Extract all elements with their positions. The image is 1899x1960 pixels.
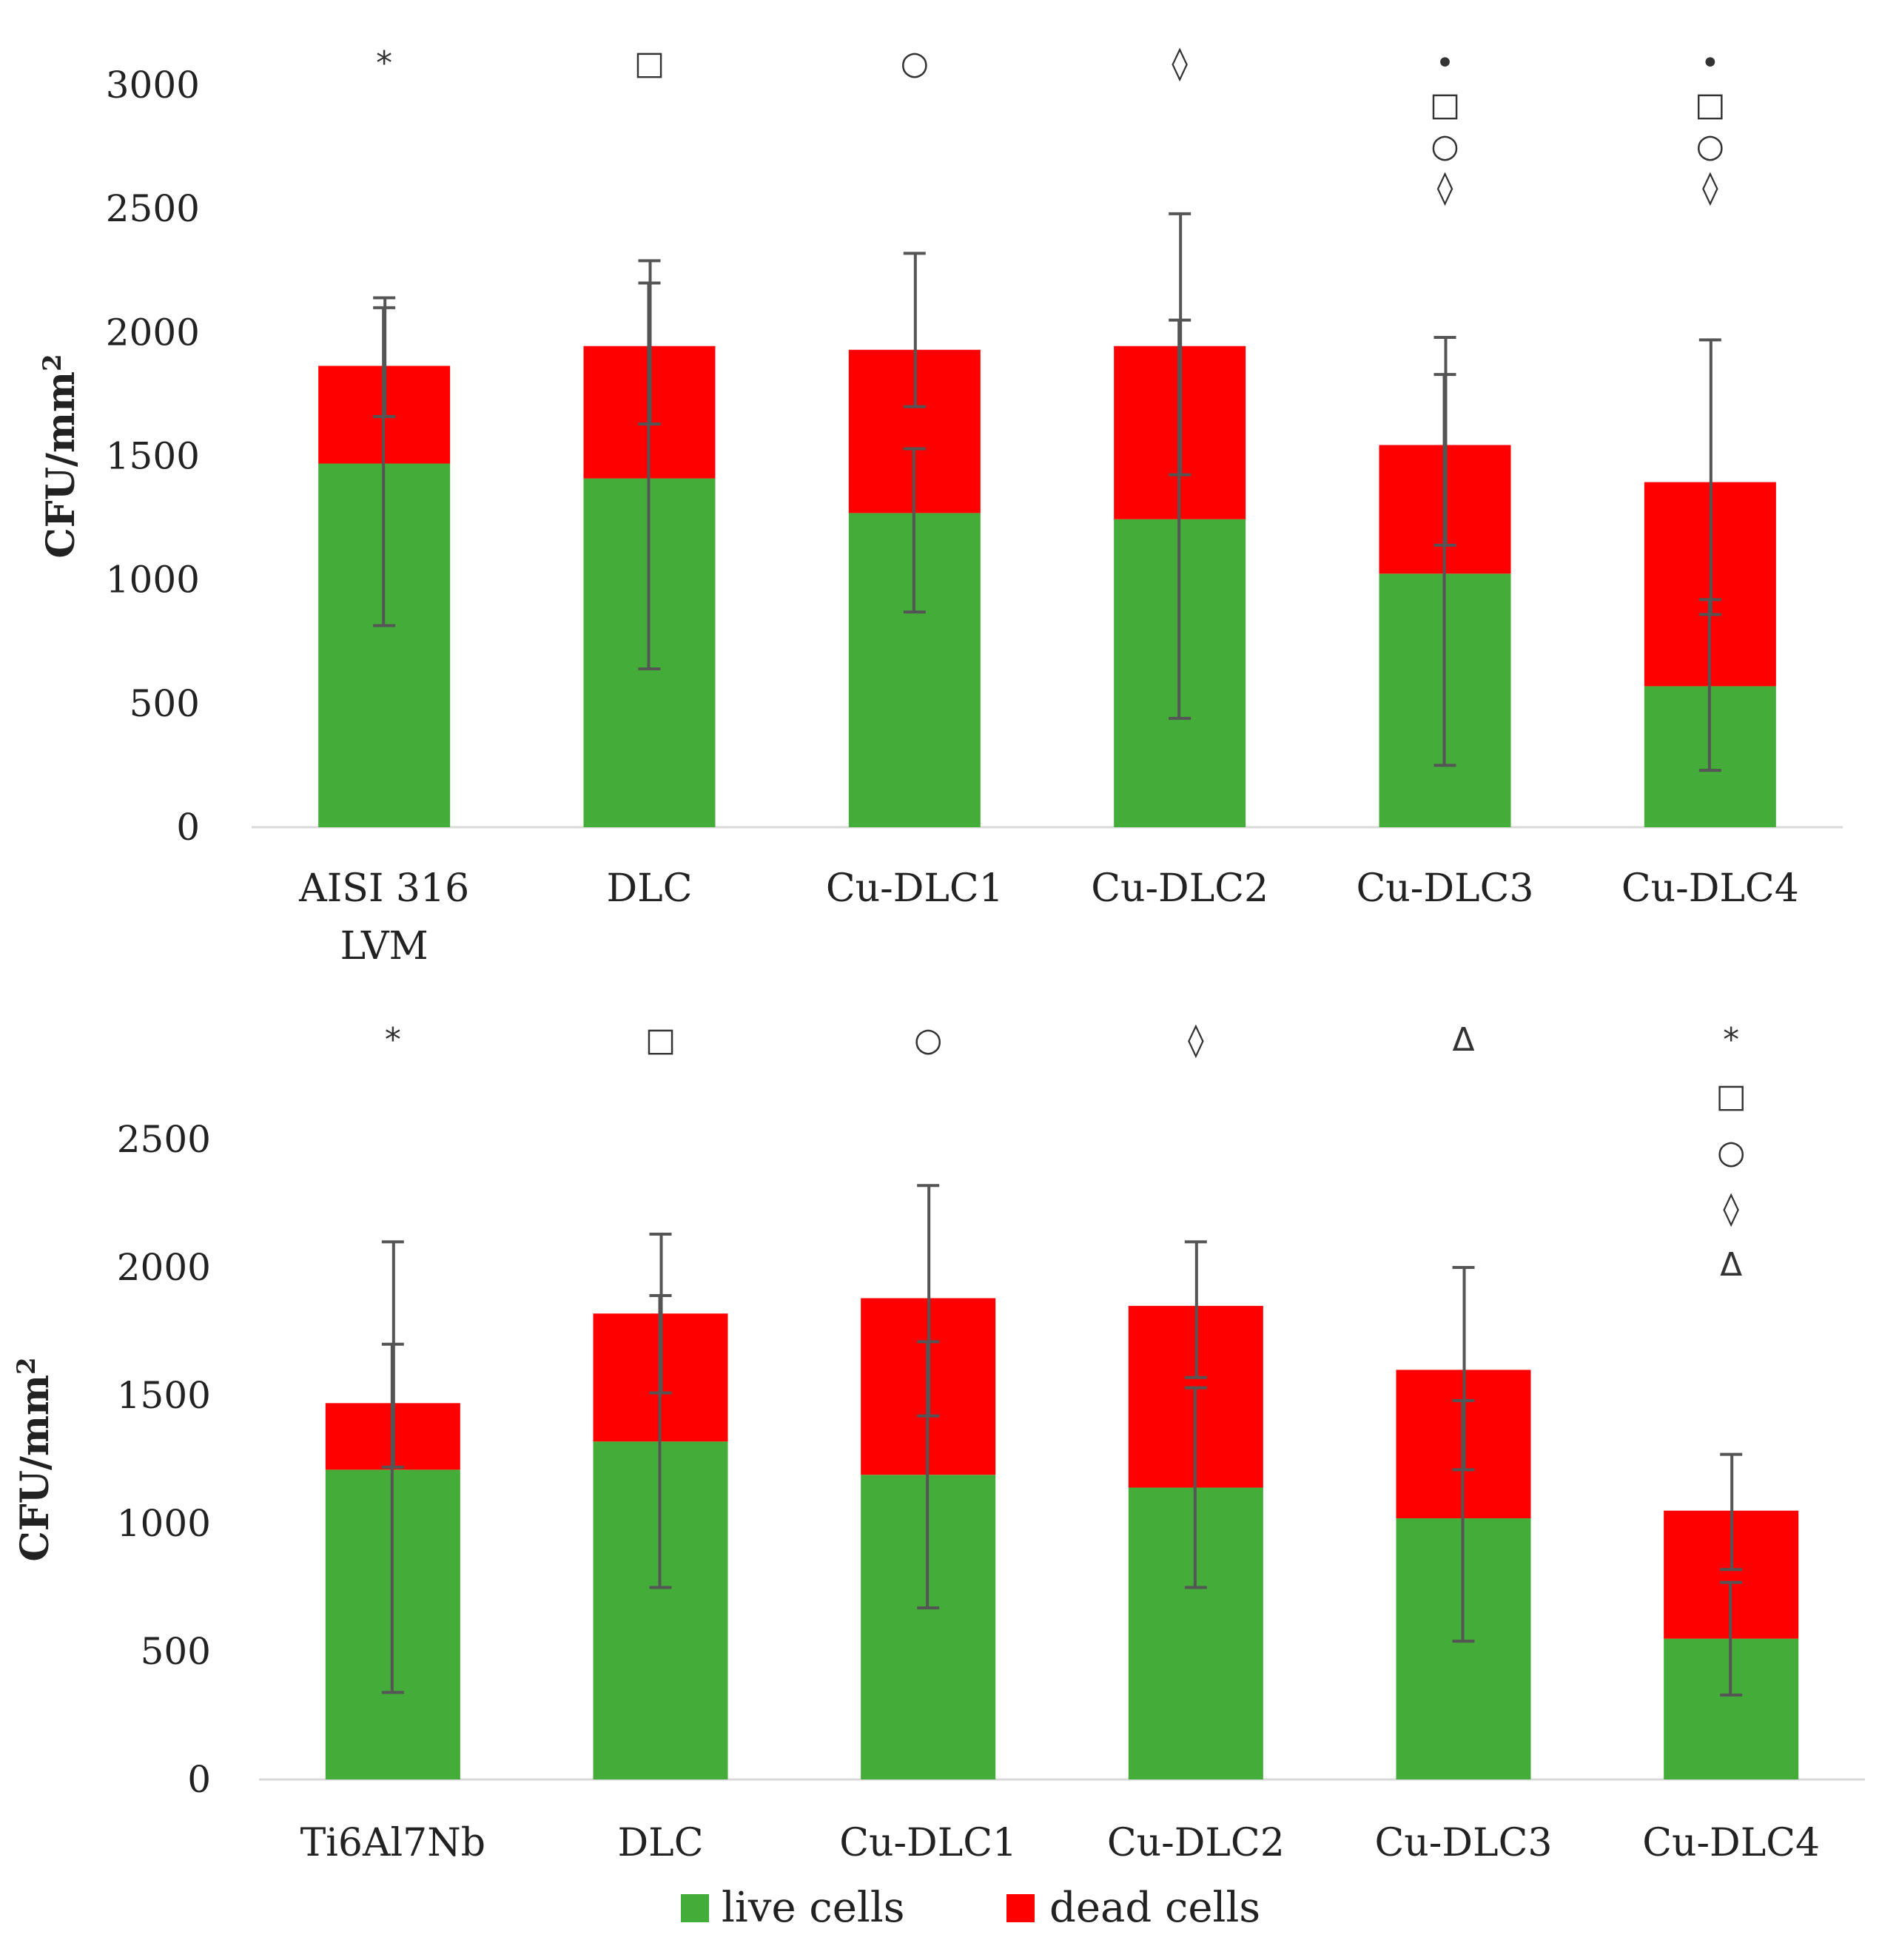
significance-marker: ○ [1696,127,1724,165]
category-label: Cu-DLC2 [1107,1821,1285,1865]
chart-aisi-316: 0 500 1000 1500 2000 2500 3000 CFU/mm2 AISI 316 L… [38,44,1843,969]
y-tick-label: 1000 [106,559,200,602]
y-axis-label: CFU/mm2 [12,1357,58,1561]
category-label: Ti6Al7Nb [300,1821,485,1865]
category-label: Cu-DLC3 [1375,1821,1553,1865]
y-tick-label: 1500 [106,435,200,478]
y-tick-label: 3000 [106,64,200,107]
significance-marker: □ [1430,86,1461,124]
y-tick-label: 500 [141,1630,211,1673]
category-label: Cu-DLC4 [1621,866,1799,911]
y-tick-label: 0 [176,806,200,849]
category-label: Cu-DLC1 [839,1821,1017,1865]
y-tick-label: 2500 [106,187,200,230]
y-tick-label: 0 [187,1758,211,1801]
significance-marker: □ [1695,86,1726,124]
significance-marker: ◊ [1702,169,1718,206]
significance-marker: ◊ [1723,1190,1739,1227]
chart-ti6al7nb: 0 500 1000 1500 2000 2500 CFU/mm2 Ti6Al7Nb * DLC □… [12,1021,1865,1865]
significance-marker: * [376,44,392,82]
category-label: DLC [606,866,692,911]
y-tick-label: 500 [130,682,200,725]
category-label: AISI 316 [298,866,469,911]
significance-marker: ○ [1431,127,1459,165]
significance-marker: □ [634,44,665,82]
y-tick-label: 2000 [106,311,200,354]
legend-label-dead: dead cells [1049,1884,1260,1932]
y-axis-label-superscript: 2 [38,354,67,371]
legend-label-live: live cells [722,1884,904,1932]
category-label: DLC [617,1821,703,1865]
y-tick-label: 1500 [117,1374,211,1417]
significance-marker: • [1436,44,1455,82]
significance-marker: ○ [1717,1134,1745,1171]
y-axis-label: CFU/mm2 [38,354,84,558]
significance-marker: ◊ [1188,1021,1204,1059]
category-label: Cu-DLC2 [1091,866,1268,911]
category-label: LVM [340,924,428,969]
legend-swatch-dead [1006,1894,1035,1922]
y-tick-label: 1000 [117,1502,211,1545]
significance-marker: ○ [914,1021,942,1059]
category-label: Cu-DLC4 [1642,1821,1820,1865]
significance-marker: Δ [1452,1021,1474,1059]
significance-marker: ◊ [1172,44,1188,82]
legend-swatch-live [681,1894,709,1922]
category-label: Cu-DLC3 [1357,866,1534,911]
significance-marker: * [1723,1021,1739,1059]
significance-marker: ○ [901,44,929,82]
category-label: Cu-DLC1 [826,866,1004,911]
y-tick-label: 2500 [117,1118,211,1161]
significance-marker: • [1701,44,1720,82]
significance-marker: * [385,1021,401,1059]
legend: live cells dead cells [681,1884,1260,1932]
y-axis-label-superscript: 2 [12,1357,41,1375]
significance-marker: Δ [1720,1246,1742,1284]
significance-marker: □ [645,1021,676,1059]
y-tick-label: 2000 [117,1246,211,1289]
significance-marker: □ [1715,1077,1747,1115]
significance-marker: ◊ [1437,169,1453,206]
